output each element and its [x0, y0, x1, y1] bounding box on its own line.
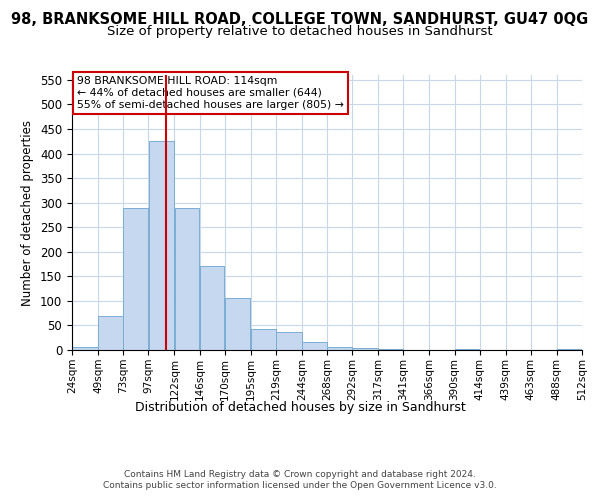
Bar	[327, 346, 352, 350]
Bar	[124, 208, 148, 350]
Bar	[251, 329, 275, 350]
Bar	[302, 342, 327, 350]
Bar	[557, 349, 582, 350]
Bar	[72, 346, 98, 350]
Text: 98, BRANKSOME HILL ROAD, COLLEGE TOWN, SANDHURST, GU47 0QG: 98, BRANKSOME HILL ROAD, COLLEGE TOWN, S…	[11, 12, 589, 28]
Text: Distribution of detached houses by size in Sandhurst: Distribution of detached houses by size …	[134, 401, 466, 414]
Text: Contains HM Land Registry data © Crown copyright and database right 2024.
Contai: Contains HM Land Registry data © Crown c…	[103, 470, 497, 490]
Bar	[200, 266, 224, 350]
Bar	[225, 298, 250, 350]
Bar	[352, 348, 378, 350]
Bar	[98, 316, 123, 350]
Bar	[149, 142, 174, 350]
Text: 98 BRANKSOME HILL ROAD: 114sqm
← 44% of detached houses are smaller (644)
55% of: 98 BRANKSOME HILL ROAD: 114sqm ← 44% of …	[77, 76, 344, 110]
Text: Size of property relative to detached houses in Sandhurst: Size of property relative to detached ho…	[107, 25, 493, 38]
Y-axis label: Number of detached properties: Number of detached properties	[22, 120, 34, 306]
Bar	[175, 208, 199, 350]
Bar	[276, 332, 302, 350]
Bar	[379, 348, 403, 350]
Bar	[455, 349, 479, 350]
